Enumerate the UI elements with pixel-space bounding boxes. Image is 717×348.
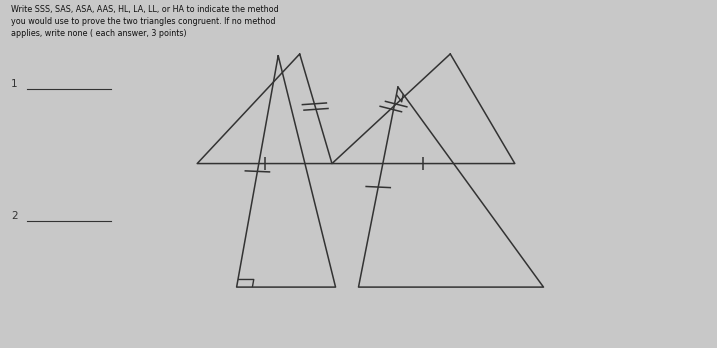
Text: Write SSS, SAS, ASA, AAS, HL, LA, LL, or HA to indicate the method
you would use: Write SSS, SAS, ASA, AAS, HL, LA, LL, or… <box>11 5 278 38</box>
Text: 2: 2 <box>11 211 17 221</box>
Text: 1: 1 <box>11 79 17 88</box>
